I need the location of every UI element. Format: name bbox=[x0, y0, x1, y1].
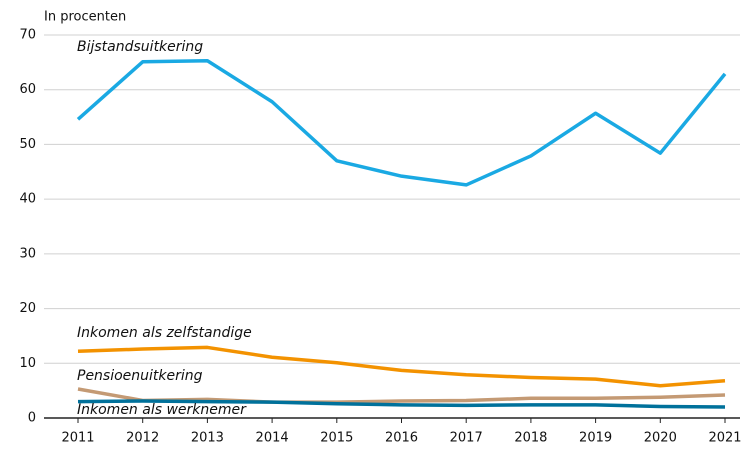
x-tick-label: 2018 bbox=[514, 431, 547, 446]
series-label: Bijstandsuitkering bbox=[77, 39, 203, 55]
x-tick-label: 2011 bbox=[61, 431, 94, 446]
x-tick-label: 2012 bbox=[126, 431, 159, 446]
series-label: Inkomen als zelfstandige bbox=[77, 325, 252, 341]
y-tick-label: 10 bbox=[19, 356, 36, 371]
y-tick-label: 60 bbox=[19, 82, 36, 97]
x-tick-label: 2019 bbox=[579, 431, 612, 446]
y-tick-label: 20 bbox=[19, 301, 36, 316]
x-tick-label: 2013 bbox=[191, 431, 224, 446]
x-tick-label: 2016 bbox=[385, 431, 418, 446]
x-tick-label: 2021 bbox=[708, 431, 741, 446]
series-label: Pensioenuitkering bbox=[77, 368, 203, 384]
y-tick-label: 40 bbox=[19, 192, 36, 207]
x-tick-label: 2015 bbox=[320, 431, 353, 446]
y-tick-label: 0 bbox=[28, 411, 36, 426]
x-tick-label: 2020 bbox=[644, 431, 677, 446]
series-line bbox=[76, 58, 727, 187]
y-tick-label: 70 bbox=[19, 28, 36, 43]
series-line bbox=[77, 345, 726, 388]
x-tick-label: 2014 bbox=[256, 431, 289, 446]
series-label: Inkomen als werknemer bbox=[77, 402, 247, 418]
y-tick-label: 50 bbox=[19, 137, 36, 152]
series-line bbox=[77, 399, 726, 409]
x-tick-label: 2017 bbox=[450, 431, 483, 446]
y-tick-label: 30 bbox=[19, 246, 36, 261]
y-axis-title: In procenten bbox=[44, 10, 126, 25]
